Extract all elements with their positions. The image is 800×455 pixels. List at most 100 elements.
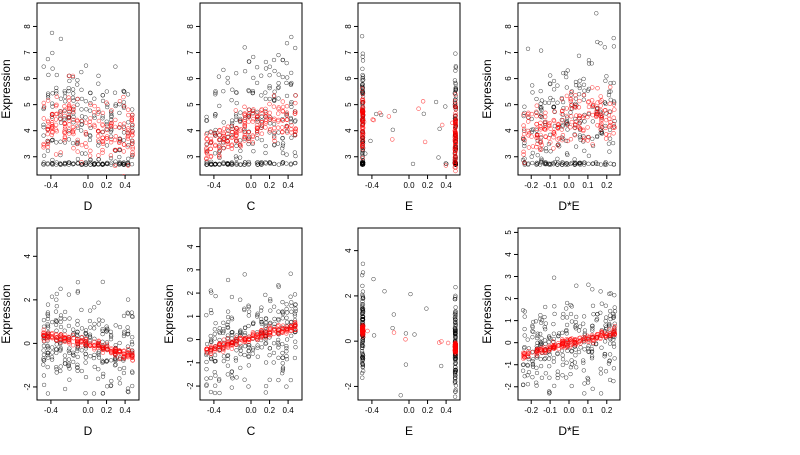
fitted-point	[212, 133, 218, 138]
observed-point	[246, 313, 251, 318]
y-tick-label: 3	[344, 154, 353, 159]
fitted-point	[564, 93, 570, 99]
observed-point	[561, 106, 566, 111]
observed-point	[543, 356, 548, 361]
fitted-point	[590, 112, 595, 118]
fitted-point	[293, 320, 298, 325]
observed-point	[100, 279, 105, 285]
observed-point	[62, 309, 68, 315]
observed-point	[581, 314, 587, 319]
observed-point	[225, 80, 230, 85]
fitted-point	[289, 130, 294, 135]
fitted-point	[66, 118, 72, 124]
fitted-point	[586, 104, 592, 110]
observed-point	[238, 330, 243, 336]
observed-point	[539, 375, 545, 380]
observed-point	[608, 97, 613, 102]
observed-point	[79, 151, 85, 156]
observed-point	[292, 313, 298, 318]
observed-point	[108, 383, 113, 389]
fitted-point	[217, 127, 222, 133]
observed-point	[263, 390, 268, 395]
observed-point	[58, 313, 64, 318]
observed-point	[360, 261, 366, 266]
fitted-point	[130, 358, 135, 363]
observed-point	[109, 111, 114, 116]
observed-point	[276, 309, 281, 314]
observed-point	[551, 331, 557, 336]
fitted-point	[129, 117, 135, 123]
observed-point	[234, 90, 239, 95]
observed-point	[255, 136, 260, 141]
fitted-point	[521, 355, 527, 360]
fitted-point	[125, 144, 131, 150]
observed-point	[548, 73, 553, 78]
observed-point	[250, 346, 256, 351]
observed-point	[267, 130, 272, 135]
fitted-point	[125, 126, 131, 131]
observed-point	[360, 289, 366, 294]
observed-point	[45, 56, 51, 62]
observed-point	[590, 287, 595, 292]
observed-point	[590, 303, 596, 308]
observed-point	[360, 283, 365, 289]
observed-point	[284, 344, 289, 349]
y-tick-label: 3	[504, 274, 513, 279]
observed-point	[560, 362, 565, 368]
fitted-point	[577, 125, 583, 131]
fitted-point	[573, 93, 578, 98]
x-tick-label: 0.2	[101, 406, 113, 415]
fitted-point	[551, 135, 556, 140]
fitted-point	[267, 332, 272, 337]
observed-point	[547, 390, 552, 395]
fitted-point	[100, 122, 105, 127]
fitted-point	[46, 335, 51, 340]
fitted-point	[563, 345, 569, 350]
fitted-point	[543, 110, 548, 116]
observed-point	[238, 148, 243, 153]
observed-point	[54, 350, 59, 356]
fitted-point	[293, 327, 298, 333]
fitted-point	[607, 122, 613, 128]
observed-point	[360, 356, 365, 361]
observed-point	[246, 59, 252, 64]
fitted-point	[208, 153, 214, 159]
fitted-point	[560, 118, 565, 123]
fitted-point	[250, 140, 256, 145]
fitted-point	[204, 350, 210, 355]
fitted-point	[452, 99, 458, 104]
fitted-point	[576, 125, 582, 130]
observed-point	[276, 52, 281, 58]
observed-point	[284, 41, 290, 46]
fitted-point	[242, 132, 248, 138]
fitted-point	[360, 138, 365, 144]
observed-point	[607, 127, 613, 133]
observed-point	[598, 41, 603, 46]
observed-point	[576, 349, 582, 355]
observed-point	[237, 155, 243, 160]
fitted-point	[204, 145, 209, 151]
fitted-point	[453, 140, 459, 146]
fitted-point	[391, 330, 397, 335]
fitted-point	[100, 147, 105, 153]
observed-point	[360, 294, 365, 299]
fitted-point	[71, 336, 76, 341]
observed-point	[113, 343, 118, 348]
observed-point	[212, 390, 218, 396]
fitted-point	[75, 340, 80, 346]
fitted-point	[572, 125, 578, 131]
observed-point	[237, 118, 243, 123]
observed-point	[109, 378, 114, 384]
fitted-point	[453, 340, 458, 345]
plot-frame	[357, 227, 461, 401]
fitted-point	[41, 338, 47, 343]
observed-point	[280, 368, 285, 373]
observed-point	[276, 317, 281, 322]
observed-point	[608, 316, 613, 322]
fitted-point	[437, 340, 442, 345]
x-axis-label: E	[405, 199, 413, 213]
fitted-point	[91, 343, 97, 348]
fitted-point	[547, 120, 552, 126]
fitted-point	[254, 117, 260, 122]
